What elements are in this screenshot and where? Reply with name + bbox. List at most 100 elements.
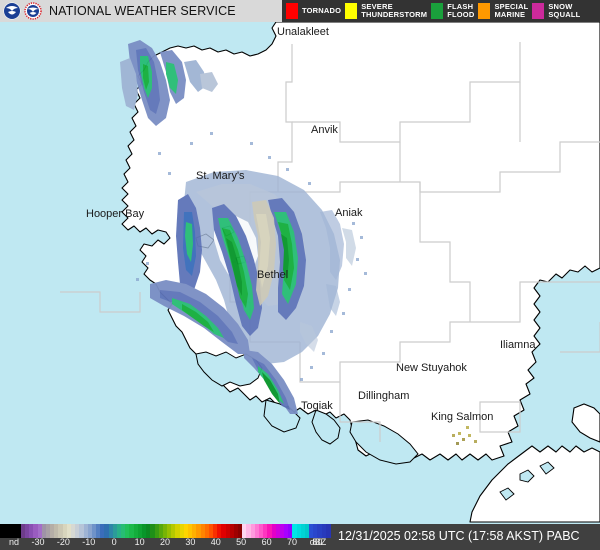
colorbar-segment xyxy=(104,524,110,538)
noaa-logo-icon xyxy=(3,2,21,20)
colorbar-segment xyxy=(133,524,139,538)
colorbar-segment xyxy=(313,524,319,538)
colorbar-segment xyxy=(20,524,26,538)
kuskokwim-bay-water xyxy=(195,351,263,387)
colorbar-segment xyxy=(37,524,43,538)
colorbar-segment xyxy=(233,524,239,538)
colorbar-tick-label: dBZ xyxy=(309,537,327,547)
dbz-colorbar-ticks: nd -30 -20 -10 0 10 20 30 40 50 60 70 80 dBZ xyxy=(0,537,330,550)
radar-reflectivity-layer xyxy=(120,40,477,445)
colorbar-segment xyxy=(317,524,323,538)
colorbar-segment xyxy=(225,524,231,538)
alert-legend-item[interactable]: SEVERE THUNDERSTORM xyxy=(345,0,427,22)
colorbar-segment xyxy=(217,524,222,538)
colorbar-segment xyxy=(142,524,147,538)
colorbar-segment xyxy=(158,524,164,538)
colorbar-segment xyxy=(54,524,60,538)
colorbar-segment xyxy=(116,524,122,538)
alert-legend-item[interactable]: FLASH FLOOD xyxy=(431,0,474,22)
colorbar-segment xyxy=(125,524,131,538)
colorbar-segment xyxy=(309,524,314,538)
colorbar-tick-label: 60 xyxy=(261,537,272,547)
colorbar-segment xyxy=(162,524,168,538)
colorbar-tick-label: 50 xyxy=(236,537,247,547)
ground-clutter-king-salmon xyxy=(452,426,477,445)
colorbar-segment xyxy=(246,524,252,538)
nws-logo-icon xyxy=(24,2,42,20)
colorbar-segment xyxy=(79,524,85,538)
colorbar-segment xyxy=(187,524,193,538)
alert-color-swatch xyxy=(431,3,444,19)
colorbar-segment xyxy=(16,524,22,538)
alert-legend-item[interactable]: SNOW SQUALL xyxy=(532,0,580,22)
colorbar-segment xyxy=(321,524,327,538)
city-label: New Stuyahok xyxy=(396,362,467,374)
echo-main-spiral xyxy=(150,170,356,414)
echo-north-band xyxy=(120,40,218,126)
colorbar-segment xyxy=(292,524,298,538)
colorbar-segment xyxy=(112,524,118,538)
colorbar-tick-label: 10 xyxy=(134,537,145,547)
radar-timestamp: 12/31/2025 02:58 UTC (17:58 AKST) PABC xyxy=(338,529,580,543)
colorbar-segment xyxy=(192,524,197,538)
city-label: Unalakleet xyxy=(277,26,329,38)
echo-scattered-pixels xyxy=(136,132,367,381)
colorbar-segment xyxy=(200,524,206,538)
colorbar-segment xyxy=(62,524,68,538)
colorbar-segment xyxy=(100,524,106,538)
alert-color-swatch xyxy=(286,3,298,19)
colorbar-segment xyxy=(108,524,114,538)
colorbar-segment xyxy=(41,524,47,538)
colorbar-segment xyxy=(171,524,177,538)
colorbar-segment xyxy=(154,524,160,538)
colorbar-segment xyxy=(254,524,260,538)
city-label: Aniak xyxy=(335,207,363,219)
colorbar-segment xyxy=(66,524,72,538)
colorbar-segment xyxy=(183,524,189,538)
colorbar-tick-label: -10 xyxy=(82,537,96,547)
colorbar-segment xyxy=(271,524,277,538)
colorbar-segment xyxy=(83,524,89,538)
alert-legend-label: TORNADO xyxy=(302,6,342,15)
alaska-peninsula xyxy=(469,445,600,523)
colorbar-segment xyxy=(267,524,273,538)
colorbar-segment xyxy=(146,524,151,538)
colorbar-segment xyxy=(121,524,126,538)
colorbar-segment xyxy=(242,524,248,538)
colorbar-segment xyxy=(58,524,64,538)
colorbar-segment xyxy=(213,524,218,538)
alert-legend-label: SEVERE THUNDERSTORM xyxy=(361,2,428,19)
alert-legend-label: SPECIAL MARINE xyxy=(494,2,529,19)
colorbar-segment xyxy=(250,524,256,538)
alert-legend-item[interactable]: TORNADO xyxy=(286,0,341,22)
colorbar-segment xyxy=(71,524,76,538)
city-label: Anvik xyxy=(311,124,338,136)
colorbar-segment xyxy=(50,524,55,538)
colorbar-segment xyxy=(304,524,310,538)
colorbar-segment xyxy=(175,524,181,538)
alert-legend-label: SNOW SQUALL xyxy=(548,2,581,19)
city-label: St. Mary's xyxy=(196,170,245,182)
colorbar-segment xyxy=(284,524,289,538)
colorbar-segment xyxy=(137,524,143,538)
colorbar-segment xyxy=(150,524,156,538)
island-kodiak xyxy=(571,403,600,443)
colorbar-tick-label: 40 xyxy=(210,537,221,547)
colorbar-segment xyxy=(96,524,101,538)
alert-legend-item[interactable]: SPECIAL MARINE xyxy=(478,0,528,22)
colorbar-segment xyxy=(25,524,30,538)
colorbar-segment xyxy=(179,524,185,538)
colorbar-tick-label: -30 xyxy=(31,537,45,547)
colorbar-segment xyxy=(87,524,93,538)
colorbar-tick-label: 70 xyxy=(286,537,298,547)
colorbar-segment xyxy=(263,524,268,538)
colorbar-segment xyxy=(12,524,18,538)
radar-map[interactable]: Unalakleet Anvik St. Mary's Aniak Hooper Bay… xyxy=(0,22,600,524)
colorbar-segment xyxy=(8,524,14,538)
header-bar: NATIONAL WEATHER SERVICE TORNADO SEVERE TH… xyxy=(0,0,600,22)
colorbar-segment xyxy=(221,524,227,538)
colorbar-tick-label: 30 xyxy=(185,537,196,547)
nws-brand[interactable]: NATIONAL WEATHER SERVICE xyxy=(0,0,282,22)
dbz-colorbar xyxy=(0,524,331,538)
